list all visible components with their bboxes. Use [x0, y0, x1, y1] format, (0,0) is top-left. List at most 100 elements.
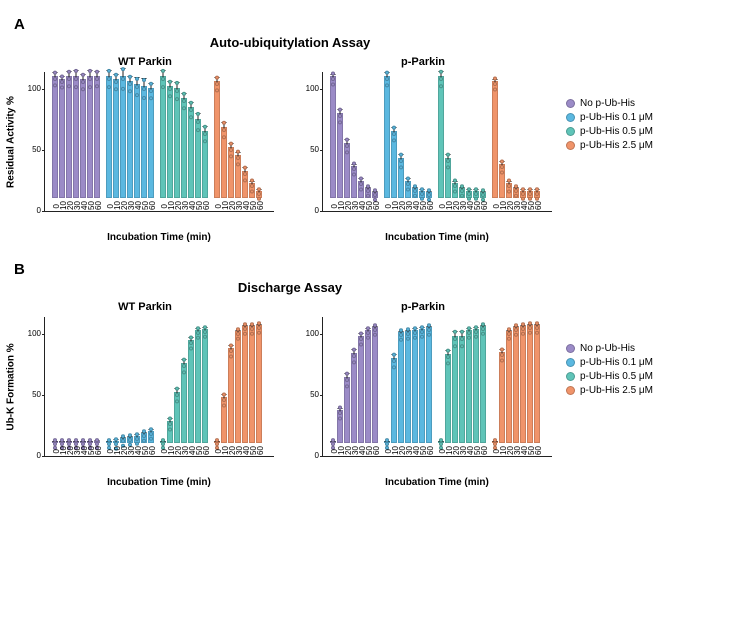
data-point	[215, 76, 219, 80]
data-point	[467, 196, 471, 200]
x-tick: 60	[202, 449, 211, 455]
bar-column: 60	[202, 329, 208, 456]
x-tick: 60	[426, 449, 435, 455]
data-point	[257, 326, 261, 330]
x-tick: 60	[202, 204, 211, 210]
bar	[113, 441, 119, 443]
data-point	[507, 337, 511, 341]
bar-column: 50	[195, 330, 201, 456]
data-point	[399, 333, 403, 337]
bar-column: 40	[242, 326, 248, 456]
bar-column: 40	[80, 441, 86, 456]
bar-group: 0102030405060	[438, 326, 486, 456]
data-point	[420, 334, 424, 338]
legend-item: p-Ub-His 0.1 μM	[566, 357, 653, 368]
data-point	[338, 107, 342, 111]
x-tick: 60	[94, 204, 103, 210]
data-point	[60, 74, 64, 78]
bar-column: 60	[202, 131, 208, 211]
bar	[445, 158, 451, 198]
bar-column: 0	[492, 441, 498, 456]
data-point	[406, 337, 410, 341]
bar	[520, 191, 526, 198]
bar	[80, 441, 86, 443]
data-point	[95, 70, 99, 74]
bar-column: 10	[337, 410, 343, 456]
bar-column: 50	[473, 191, 479, 211]
data-point	[413, 331, 417, 335]
data-point	[88, 85, 92, 89]
data-point	[121, 439, 125, 443]
bar-column: 20	[452, 183, 458, 211]
data-point	[453, 190, 457, 194]
data-point	[236, 332, 240, 336]
data-point	[142, 434, 146, 438]
bar-group: 0102030405060	[106, 76, 154, 211]
bar	[499, 164, 505, 198]
bar-column: 0	[330, 441, 336, 456]
bar-column: 30	[127, 81, 133, 211]
data-point	[81, 87, 85, 91]
bar-group: 0102030405060	[214, 325, 262, 456]
data-point	[135, 76, 139, 80]
bar-group: 0102030405060	[214, 81, 262, 211]
data-point	[453, 344, 457, 348]
data-point	[331, 72, 335, 76]
bar-group: 0102030405060	[492, 325, 540, 456]
bar-column: 10	[445, 354, 451, 456]
data-point	[189, 341, 193, 345]
bar-column: 30	[127, 437, 133, 456]
data-point	[250, 322, 254, 326]
data-point	[467, 326, 471, 330]
data-point	[521, 192, 525, 196]
data-point	[413, 194, 417, 198]
bar-column: 60	[148, 88, 154, 211]
bar	[513, 188, 519, 198]
bar-column: 0	[52, 441, 58, 456]
data-point	[406, 182, 410, 186]
data-point	[427, 328, 431, 332]
chart: p-Parkin05010001020304050600102030405060…	[294, 301, 552, 488]
data-point	[189, 100, 193, 104]
bar	[534, 325, 540, 443]
data-point	[168, 94, 172, 98]
bar-column: 40	[134, 436, 140, 456]
bar-column: 40	[358, 181, 364, 211]
data-point	[439, 70, 443, 74]
bar	[330, 76, 336, 198]
chart-subtitle: WT Parkin	[16, 56, 274, 68]
legend-label: p-Ub-His 0.1 μM	[580, 357, 653, 368]
bar	[188, 340, 194, 443]
data-point	[229, 343, 233, 347]
y-tick: 100	[306, 330, 319, 338]
data-point	[507, 179, 511, 183]
data-point	[345, 151, 349, 155]
bar	[66, 441, 72, 443]
bar	[506, 331, 512, 443]
y-tick: 50	[32, 146, 41, 154]
data-point	[439, 85, 443, 89]
bar	[351, 353, 357, 443]
bar-column: 60	[534, 325, 540, 456]
data-point	[257, 192, 261, 196]
data-point	[114, 87, 118, 91]
bar	[452, 336, 458, 443]
bar-group: 0102030405060	[52, 441, 100, 456]
data-point	[446, 165, 450, 169]
data-point	[535, 331, 539, 335]
bar-column: 10	[221, 397, 227, 456]
bar	[337, 113, 343, 198]
data-point	[222, 128, 226, 132]
bar	[391, 131, 397, 198]
bar-column: 40	[520, 191, 526, 211]
data-point	[257, 321, 261, 325]
bar-group: 0102030405060	[160, 76, 208, 211]
data-point	[366, 336, 370, 340]
bar-group: 0102030405060	[52, 76, 100, 211]
data-point	[53, 84, 57, 88]
bar	[127, 437, 133, 443]
legend-label: p-Ub-His 0.5 μM	[580, 371, 653, 382]
bar-column: 60	[148, 431, 154, 456]
data-point	[196, 112, 200, 116]
data-point	[257, 331, 261, 335]
